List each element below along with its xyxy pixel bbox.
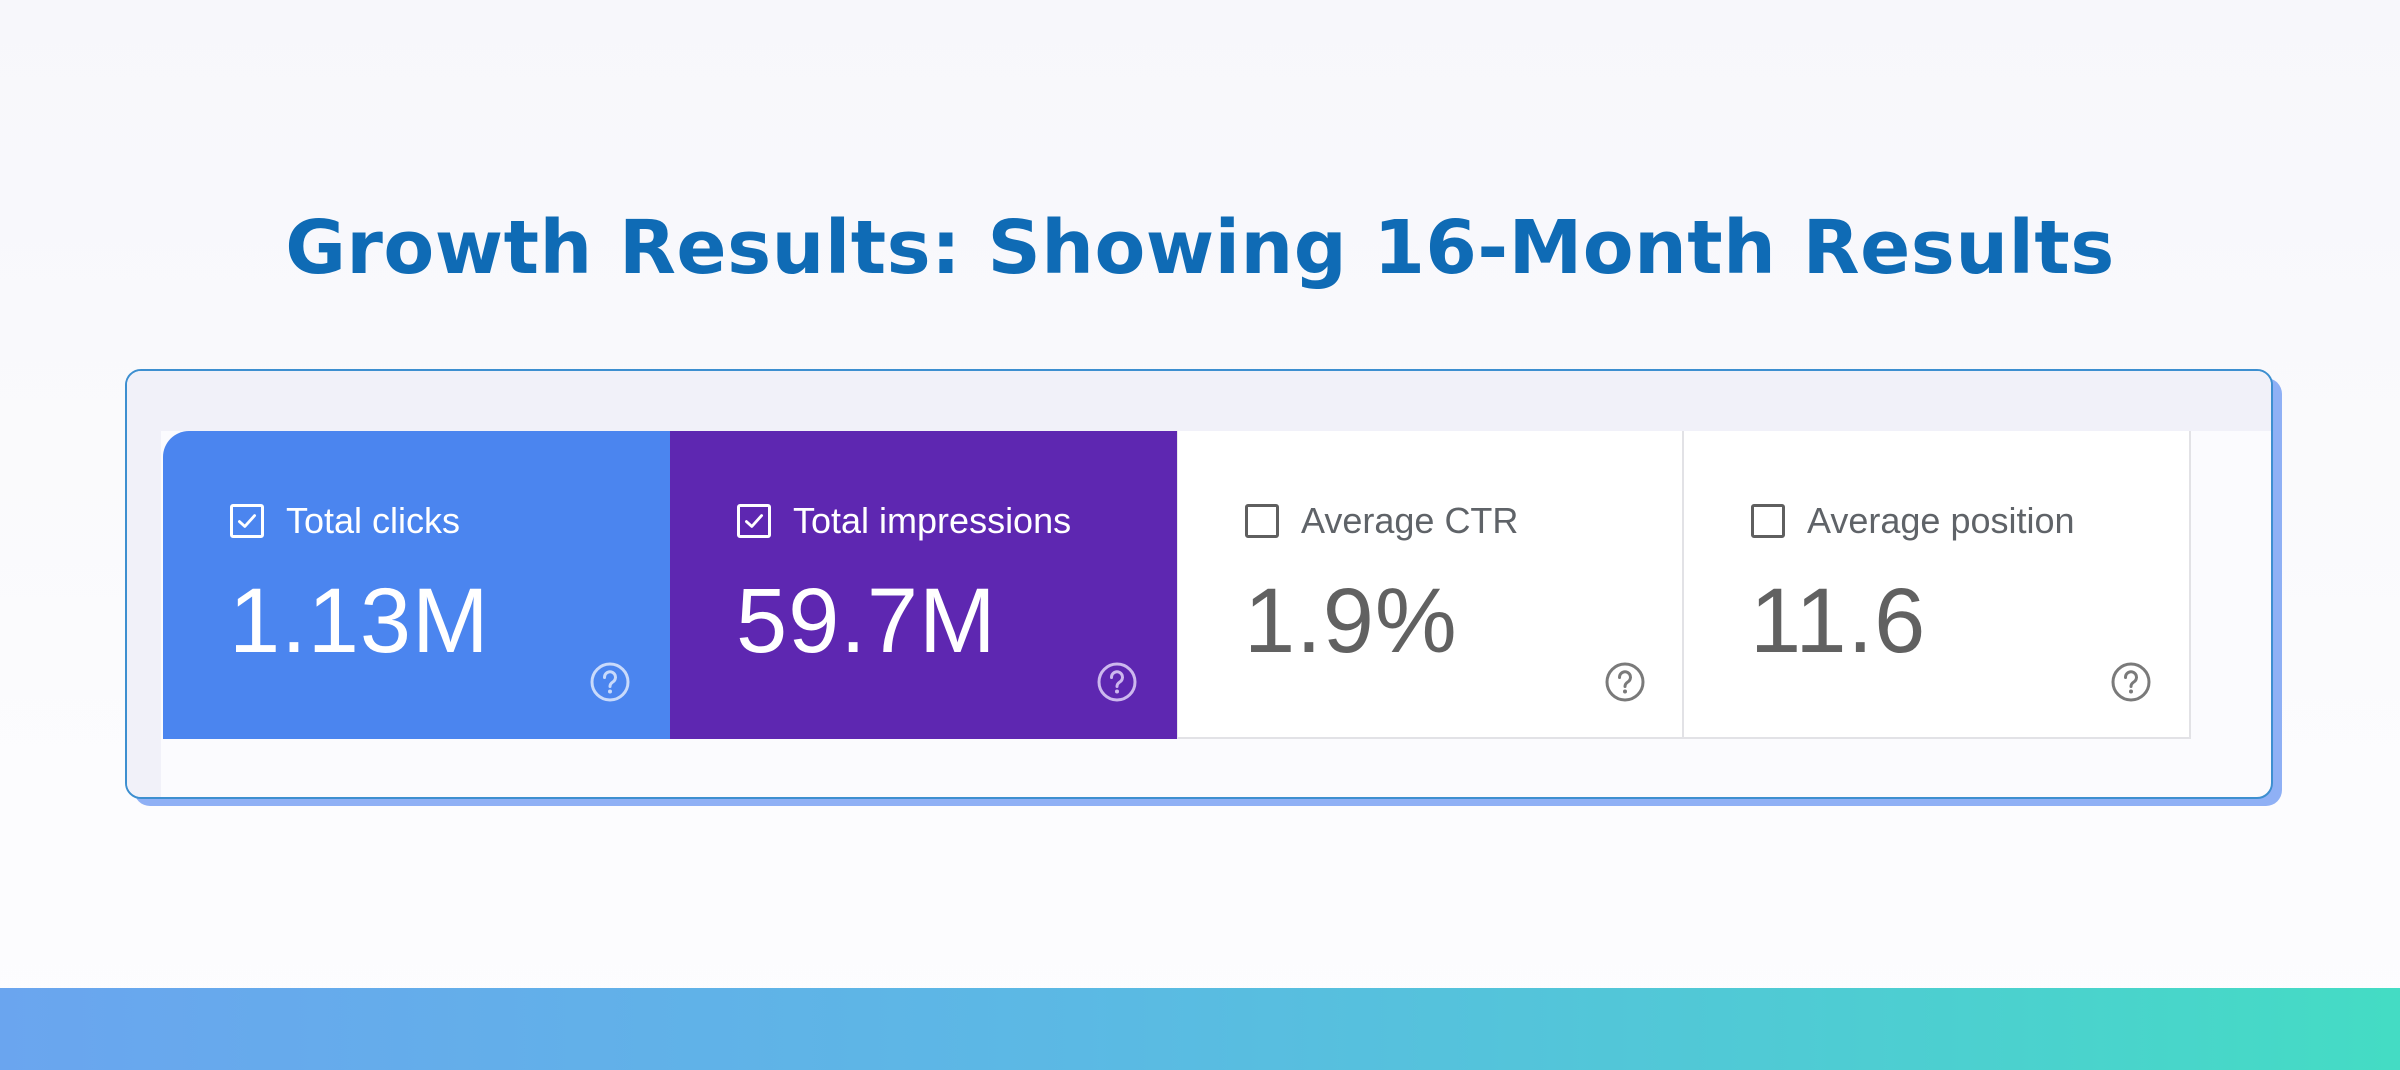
help-circle-icon[interactable] — [2110, 661, 2152, 703]
help-circle-icon[interactable] — [1096, 661, 1138, 703]
checkbox-unchecked-icon[interactable] — [1751, 504, 1785, 538]
page-title: Growth Results: Showing 16-Month Results — [285, 205, 2115, 291]
metric-value: 11.6 — [1750, 570, 1927, 672]
metric-label: Total impressions — [793, 500, 1072, 541]
metric-value: 1.9% — [1244, 570, 1458, 672]
card-top-band — [127, 371, 2271, 431]
metric-tile-average-ctr[interactable]: Average CTR 1.9% — [1177, 431, 1684, 739]
metric-header: Total impressions — [737, 501, 1071, 541]
metric-tile-total-clicks[interactable]: Total clicks 1.13M — [163, 431, 670, 739]
metric-value: 1.13M — [229, 570, 490, 672]
metric-header: Average position — [1751, 501, 2075, 541]
checkbox-unchecked-icon[interactable] — [1245, 504, 1279, 538]
metric-label: Average position — [1807, 500, 2075, 541]
metric-tile-total-impressions[interactable]: Total impressions 59.7M — [670, 431, 1177, 739]
bottom-gradient-band — [0, 988, 2400, 1070]
metric-value: 59.7M — [736, 570, 997, 672]
checkbox-checked-icon[interactable] — [737, 504, 771, 538]
metric-tile-average-position[interactable]: Average position 11.6 — [1684, 431, 2191, 739]
metric-header: Total clicks — [230, 501, 460, 541]
metric-label: Average CTR — [1301, 500, 1519, 541]
metric-header: Average CTR — [1245, 501, 1518, 541]
help-circle-icon[interactable] — [589, 661, 631, 703]
metric-label: Total clicks — [286, 500, 461, 541]
search-performance-card: Total clicks 1.13M Total impressions 59.… — [125, 369, 2273, 799]
card-left-band — [127, 431, 161, 797]
metrics-row: Total clicks 1.13M Total impressions 59.… — [163, 431, 2193, 739]
checkbox-checked-icon[interactable] — [230, 504, 264, 538]
help-circle-icon[interactable] — [1604, 661, 1646, 703]
